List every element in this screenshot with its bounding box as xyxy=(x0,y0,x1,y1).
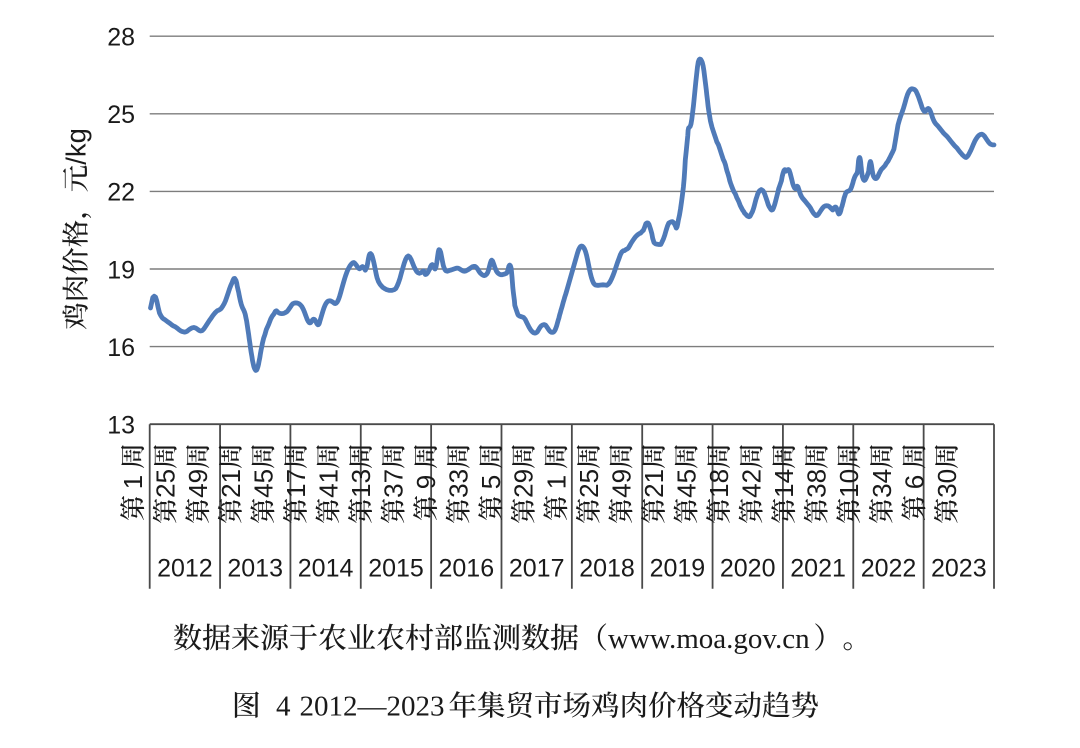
svg-text:25: 25 xyxy=(151,469,181,498)
svg-text:2015: 2015 xyxy=(368,555,424,583)
svg-text:16: 16 xyxy=(107,334,135,362)
svg-text:17: 17 xyxy=(281,469,311,498)
svg-text:2020: 2020 xyxy=(720,555,776,583)
svg-text:28: 28 xyxy=(107,24,135,52)
svg-text:34: 34 xyxy=(867,469,897,498)
svg-text:45: 45 xyxy=(248,469,278,498)
svg-text:38: 38 xyxy=(802,469,832,498)
svg-text:33: 33 xyxy=(444,469,474,498)
svg-text:22: 22 xyxy=(107,179,135,207)
svg-text:2018: 2018 xyxy=(579,555,635,583)
svg-text:4: 4 xyxy=(276,691,291,723)
svg-text:2012: 2012 xyxy=(157,555,213,583)
svg-text:49: 49 xyxy=(606,469,636,498)
svg-text:2016: 2016 xyxy=(438,555,494,583)
svg-text:2023: 2023 xyxy=(931,555,987,583)
svg-text:45: 45 xyxy=(671,469,701,498)
svg-text:9: 9 xyxy=(411,475,441,489)
svg-text:18: 18 xyxy=(704,469,734,498)
svg-text:1: 1 xyxy=(541,475,571,489)
svg-text:19: 19 xyxy=(107,256,135,284)
svg-text:37: 37 xyxy=(379,469,409,498)
svg-text:49: 49 xyxy=(183,469,213,498)
svg-text:2021: 2021 xyxy=(790,555,846,583)
svg-text:1: 1 xyxy=(118,475,148,489)
svg-text:6: 6 xyxy=(899,475,929,489)
svg-text:www.moa.gov.cn: www.moa.gov.cn xyxy=(608,623,810,655)
svg-text:21: 21 xyxy=(216,469,246,498)
svg-text:21: 21 xyxy=(639,469,669,498)
svg-text:42: 42 xyxy=(737,469,767,498)
svg-text:2022: 2022 xyxy=(861,555,917,583)
svg-text:10: 10 xyxy=(834,469,864,498)
svg-text:/kg: /kg xyxy=(61,128,92,165)
svg-text:25: 25 xyxy=(107,101,135,129)
svg-text:2013: 2013 xyxy=(227,555,283,583)
svg-text:2019: 2019 xyxy=(650,555,706,583)
svg-text:2014: 2014 xyxy=(298,555,354,583)
svg-text:41: 41 xyxy=(313,469,343,498)
svg-text:13: 13 xyxy=(107,412,135,440)
svg-text:29: 29 xyxy=(509,469,539,498)
svg-text:14: 14 xyxy=(769,469,799,498)
svg-text:25: 25 xyxy=(574,469,604,498)
svg-text:30: 30 xyxy=(932,469,962,498)
svg-text:5: 5 xyxy=(476,475,506,489)
svg-text:2012—2023: 2012—2023 xyxy=(300,691,445,723)
svg-text:2017: 2017 xyxy=(509,555,565,583)
svg-text:13: 13 xyxy=(346,469,376,498)
